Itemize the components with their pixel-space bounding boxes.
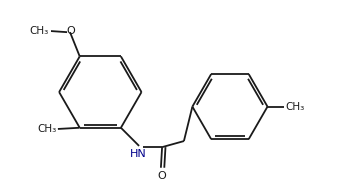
- Text: CH₃: CH₃: [37, 124, 57, 134]
- Text: HN: HN: [129, 149, 146, 159]
- Text: CH₃: CH₃: [286, 102, 305, 112]
- Text: O: O: [157, 171, 166, 181]
- Text: CH₃: CH₃: [29, 26, 48, 36]
- Text: O: O: [67, 26, 76, 36]
